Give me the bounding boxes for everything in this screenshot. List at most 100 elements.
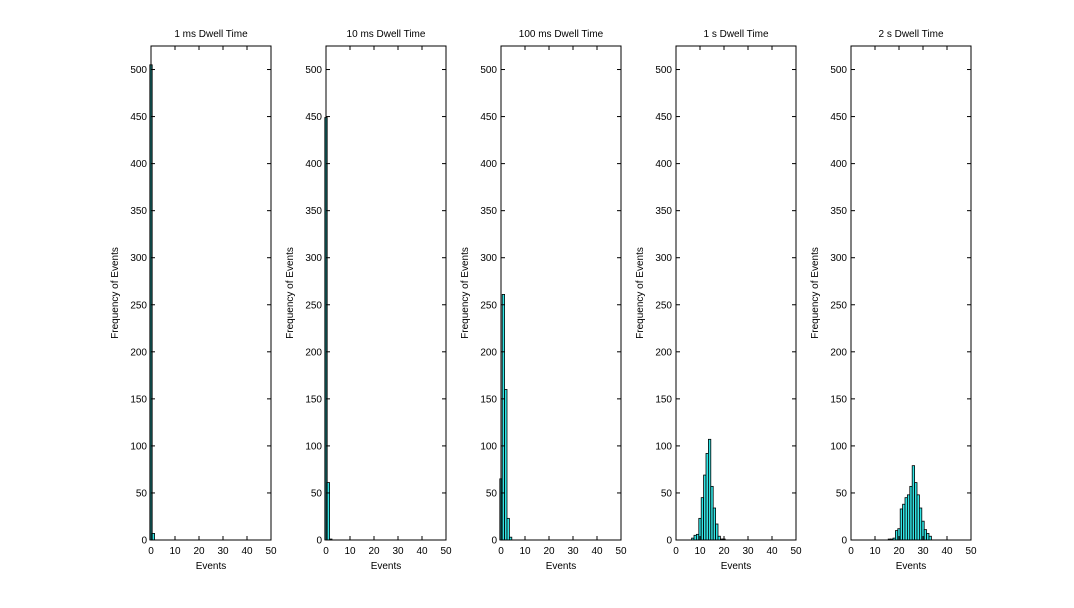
x-tick-label: 10 bbox=[519, 546, 531, 557]
y-tick-label: 200 bbox=[480, 347, 497, 358]
y-tick-label: 450 bbox=[305, 112, 322, 123]
x-tick-label: 10 bbox=[694, 546, 706, 557]
y-tick-label: 0 bbox=[141, 536, 147, 547]
y-tick-label: 250 bbox=[305, 300, 322, 311]
y-tick-label: 350 bbox=[655, 206, 672, 217]
y-tick-label: 0 bbox=[666, 536, 672, 547]
y-tick-label: 150 bbox=[655, 394, 672, 405]
x-axis-label: Events bbox=[896, 561, 927, 572]
subplot-5: 0 50 100 150 200 250 300 350 400 450 500 0 10 20 30 40 5… bbox=[810, 29, 977, 572]
x-tick-label: 10 bbox=[344, 546, 356, 557]
y-tick-label: 300 bbox=[830, 253, 847, 264]
y-tick-label: 400 bbox=[305, 159, 322, 170]
x-tick-label: 0 bbox=[848, 546, 854, 557]
y-tick-label: 0 bbox=[316, 536, 322, 547]
x-tick-label: 30 bbox=[567, 546, 579, 557]
x-tick-label: 40 bbox=[766, 546, 778, 557]
y-tick-label: 100 bbox=[305, 441, 322, 452]
y-tick-label: 450 bbox=[655, 112, 672, 123]
subplot-title: 1 s Dwell Time bbox=[703, 29, 768, 40]
y-tick-label: 250 bbox=[130, 300, 147, 311]
x-tick-label: 30 bbox=[392, 546, 404, 557]
y-tick-label: 350 bbox=[130, 206, 147, 217]
y-axis-label: Frequency of Events bbox=[285, 247, 296, 339]
x-tick-label: 0 bbox=[498, 546, 504, 557]
subplot-title: 2 s Dwell Time bbox=[878, 29, 943, 40]
y-tick-label: 50 bbox=[311, 488, 323, 499]
y-tick-label: 400 bbox=[130, 159, 147, 170]
y-tick-label: 300 bbox=[305, 253, 322, 264]
y-tick-label: 50 bbox=[486, 488, 498, 499]
y-axis-label: Frequency of Events bbox=[810, 247, 821, 339]
y-tick-label: 350 bbox=[305, 206, 322, 217]
axes-frame bbox=[500, 45, 622, 541]
x-tick-label: 30 bbox=[217, 546, 229, 557]
y-tick-label: 100 bbox=[655, 441, 672, 452]
histogram-bar bbox=[151, 533, 155, 541]
subplot-3: 0 50 100 150 200 250 300 350 400 450 500 0 10 20 30 40 5… bbox=[460, 29, 627, 572]
x-tick-label: 0 bbox=[673, 546, 679, 557]
axes-frame bbox=[675, 45, 797, 541]
histogram-bar bbox=[506, 517, 510, 541]
y-axis-label: Frequency of Events bbox=[635, 247, 646, 339]
y-tick-label: 450 bbox=[480, 112, 497, 123]
y-tick-label: 0 bbox=[841, 536, 847, 547]
subplot-4: 0 50 100 150 200 250 300 350 400 450 500 0 10 20 30 40 5… bbox=[635, 29, 802, 572]
y-tick-label: 250 bbox=[830, 300, 847, 311]
y-tick-label: 50 bbox=[661, 488, 673, 499]
y-tick-label: 0 bbox=[491, 536, 497, 547]
y-tick-label: 200 bbox=[655, 347, 672, 358]
subplot-title: 10 ms Dwell Time bbox=[347, 29, 426, 40]
x-tick-label: 40 bbox=[241, 546, 253, 557]
x-tick-label: 20 bbox=[193, 546, 205, 557]
y-tick-label: 150 bbox=[480, 394, 497, 405]
histogram-bar bbox=[928, 535, 932, 541]
axes-frame bbox=[850, 45, 972, 541]
x-tick-label: 10 bbox=[869, 546, 881, 557]
x-tick-label: 20 bbox=[543, 546, 555, 557]
y-tick-label: 250 bbox=[655, 300, 672, 311]
x-tick-label: 50 bbox=[615, 546, 627, 557]
y-tick-label: 200 bbox=[305, 347, 322, 358]
y-tick-label: 200 bbox=[830, 347, 847, 358]
y-tick-label: 500 bbox=[480, 65, 497, 76]
x-tick-label: 30 bbox=[742, 546, 754, 557]
x-tick-label: 10 bbox=[169, 546, 181, 557]
x-tick-label: 50 bbox=[265, 546, 277, 557]
y-tick-label: 300 bbox=[480, 253, 497, 264]
x-tick-label: 20 bbox=[368, 546, 380, 557]
y-tick-label: 150 bbox=[305, 394, 322, 405]
y-tick-label: 400 bbox=[480, 159, 497, 170]
y-tick-label: 450 bbox=[130, 112, 147, 123]
y-tick-label: 250 bbox=[480, 300, 497, 311]
y-tick-label: 200 bbox=[130, 347, 147, 358]
x-axis-label: Events bbox=[721, 561, 752, 572]
x-tick-label: 20 bbox=[893, 546, 905, 557]
x-tick-label: 40 bbox=[941, 546, 953, 557]
y-tick-label: 500 bbox=[830, 65, 847, 76]
y-tick-label: 100 bbox=[480, 441, 497, 452]
y-tick-label: 300 bbox=[130, 253, 147, 264]
y-tick-label: 350 bbox=[830, 206, 847, 217]
x-tick-label: 20 bbox=[718, 546, 730, 557]
x-axis-label: Events bbox=[196, 561, 227, 572]
x-tick-label: 40 bbox=[416, 546, 428, 557]
y-tick-label: 500 bbox=[305, 65, 322, 76]
x-tick-label: 40 bbox=[591, 546, 603, 557]
y-tick-label: 300 bbox=[655, 253, 672, 264]
y-tick-label: 150 bbox=[830, 394, 847, 405]
subplot-title: 1 ms Dwell Time bbox=[174, 29, 248, 40]
y-tick-label: 150 bbox=[130, 394, 147, 405]
x-tick-label: 0 bbox=[148, 546, 154, 557]
y-tick-label: 500 bbox=[655, 65, 672, 76]
y-tick-label: 350 bbox=[480, 206, 497, 217]
y-tick-label: 400 bbox=[830, 159, 847, 170]
histogram-bar bbox=[504, 389, 508, 541]
x-axis-label: Events bbox=[546, 561, 577, 572]
x-tick-label: 0 bbox=[323, 546, 329, 557]
y-tick-label: 400 bbox=[655, 159, 672, 170]
y-tick-label: 100 bbox=[130, 441, 147, 452]
y-tick-label: 100 bbox=[830, 441, 847, 452]
y-tick-label: 50 bbox=[136, 488, 148, 499]
